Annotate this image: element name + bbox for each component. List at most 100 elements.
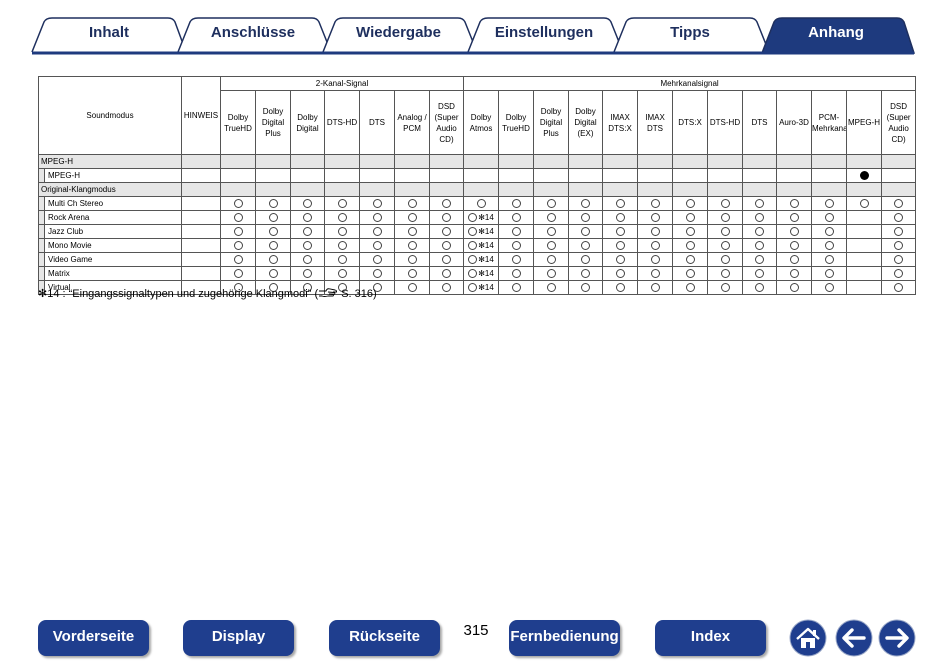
col-header-line: Atmos	[469, 123, 493, 133]
col-header-line: Plus	[265, 129, 281, 138]
section-cell	[707, 182, 743, 197]
supported-circle-icon	[685, 283, 695, 293]
supported-circle-icon	[894, 199, 904, 209]
table-cell	[568, 210, 603, 225]
note-14-mark: ✻14	[478, 255, 494, 265]
footnote-page-link[interactable]: S. 316)	[341, 288, 377, 300]
table-cell	[776, 238, 812, 253]
tab-einstellungen[interactable]: Einstellungen	[494, 24, 594, 41]
col-header-line: Dolby	[227, 112, 249, 122]
row-indent	[39, 253, 45, 266]
section-cell	[602, 182, 638, 197]
supported-circle-icon	[337, 283, 347, 293]
supported-circle-icon	[303, 241, 312, 251]
table-cell	[394, 168, 430, 183]
table-cell	[811, 252, 847, 267]
supported-circle-icon	[894, 213, 904, 223]
tab-wiedergabe[interactable]: Wiedergabe	[356, 24, 441, 41]
supported-circle-icon	[468, 269, 478, 279]
tab-anhang[interactable]: Anhang	[808, 24, 864, 41]
2ch-col-header: DTS-HD	[324, 90, 360, 155]
supported-circle-icon	[685, 241, 695, 251]
soundmode-name: Virtual	[48, 283, 71, 292]
table-cell	[324, 210, 360, 225]
supported-circle-icon	[268, 213, 278, 223]
table-cell	[324, 196, 360, 211]
table-cell	[742, 238, 777, 253]
table-cell	[290, 280, 325, 295]
arrow-right-icon[interactable]	[878, 619, 916, 657]
supported-circle-icon	[337, 269, 347, 279]
supported-circle-icon	[468, 283, 478, 293]
row-indent	[39, 267, 45, 280]
table-cell	[359, 252, 395, 267]
remote-control-button[interactable]: Fernbedienung	[509, 620, 620, 656]
supported-circle-icon	[442, 269, 451, 279]
table-cell	[672, 210, 708, 225]
supported-circle-icon	[894, 241, 904, 251]
default-filled-circle-icon	[859, 171, 869, 181]
tab-shape-einstellungen	[467, 17, 624, 53]
table-section-row: Original-Klangmodus	[38, 182, 917, 197]
table-cell	[846, 266, 882, 281]
table-cell	[394, 266, 430, 281]
section-cell	[255, 154, 291, 169]
supported-circle-icon	[685, 213, 695, 223]
supported-circle-icon	[407, 269, 417, 279]
home-icon[interactable]	[789, 619, 827, 657]
table-cell	[181, 196, 221, 211]
supported-circle-icon	[468, 213, 478, 223]
supported-circle-icon	[303, 255, 312, 265]
table-row: Video Game ✻14	[38, 252, 917, 267]
table-cell	[742, 266, 777, 281]
arrow-left-icon[interactable]	[835, 619, 873, 657]
table-cell	[742, 210, 777, 225]
section-cell	[181, 154, 221, 169]
multichannel-col-header: MPEG-H	[846, 90, 882, 155]
note-14-mark: ✻14	[478, 241, 494, 251]
table-cell	[776, 196, 812, 211]
table-cell	[429, 238, 464, 253]
supported-circle-icon	[407, 199, 417, 209]
col-header-line: PCM-	[818, 112, 840, 122]
supported-circle-icon	[859, 199, 869, 209]
tab-inhalt[interactable]: Inhalt	[89, 24, 129, 41]
table-cell	[290, 266, 325, 281]
tab-shape-anhang	[760, 17, 916, 54]
rear-panel-button[interactable]: Rückseite	[329, 620, 440, 656]
2ch-col-header: DTS	[359, 90, 395, 155]
supported-circle-icon	[303, 283, 312, 293]
display-button[interactable]: Display	[183, 620, 294, 656]
header-2ch-signal: 2-Kanal-Signal	[220, 76, 464, 91]
index-button[interactable]: Index	[655, 620, 766, 656]
tab-tipps[interactable]: Tipps	[670, 24, 710, 41]
table-cell	[498, 168, 534, 183]
col-header-line: Dolby	[470, 112, 492, 122]
table-cell	[776, 266, 812, 281]
supported-circle-icon	[789, 269, 799, 279]
col-header-line: DTS	[647, 123, 663, 133]
section-cell	[394, 154, 430, 169]
soundmode-name-cell: Mono Movie	[38, 238, 182, 253]
tab-shape-wiedergabe	[322, 17, 478, 53]
section-cell	[255, 182, 291, 197]
supported-circle-icon	[824, 269, 834, 279]
supported-circle-icon	[581, 199, 590, 209]
supported-circle-icon	[546, 241, 556, 251]
soundmode-name: Video Game	[48, 255, 93, 264]
col-header-line: Mehrkanal	[812, 123, 847, 133]
tab-anschluesse[interactable]: Anschlüsse	[210, 24, 296, 41]
table-cell	[324, 168, 360, 183]
col-header-line: PCM	[403, 123, 421, 133]
table-cell	[880, 252, 917, 267]
supported-circle-icon	[720, 241, 730, 251]
col-header-line: Digital	[574, 118, 597, 127]
supported-circle-icon	[511, 199, 521, 209]
soundmode-name: Jazz Club	[48, 227, 84, 236]
table-cell	[776, 224, 812, 239]
table-cell	[290, 224, 325, 239]
section-cell	[220, 154, 256, 169]
row-indent	[39, 211, 45, 224]
front-panel-button[interactable]: Vorderseite	[38, 620, 149, 656]
table-cell	[220, 266, 256, 281]
